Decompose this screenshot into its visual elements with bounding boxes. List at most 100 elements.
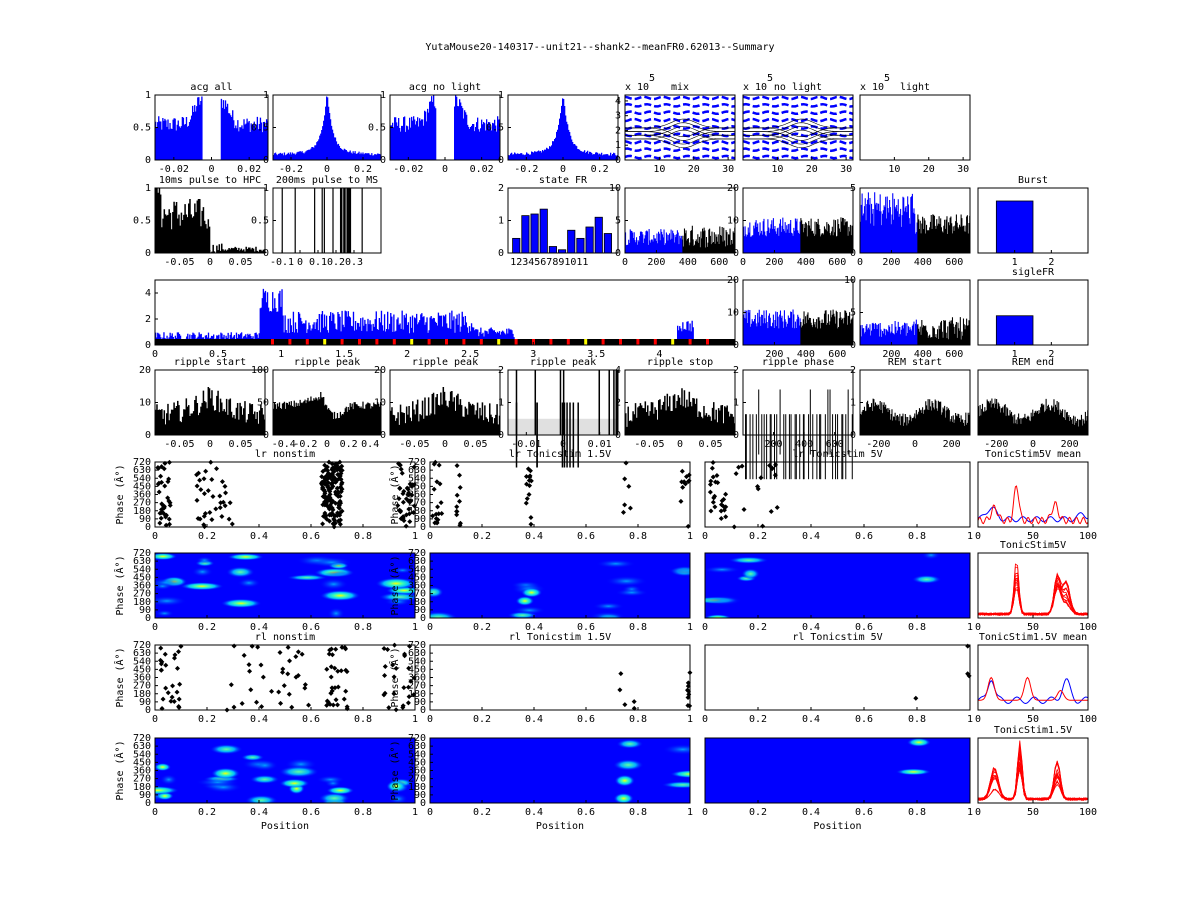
heatmap-blob [728, 556, 769, 564]
panel-title: sigleFR [1012, 267, 1055, 278]
y-tick-label: 2 [498, 365, 504, 376]
scatter-point [158, 667, 164, 673]
x-tick-label: 0.02 [470, 164, 494, 175]
axes-frame [429, 644, 691, 711]
y-tick-label: 1 [498, 216, 504, 227]
bar [281, 188, 283, 253]
y-axis-label: Phase (Â°) [388, 464, 401, 524]
y-tick-label: 0 [420, 798, 426, 809]
x-tick-label: 600 [945, 257, 963, 268]
state-marker [688, 339, 692, 345]
scatter-point [176, 649, 182, 655]
y-tick-label: 360 [408, 490, 426, 501]
x-tick-label: 200 [882, 349, 900, 360]
series-line [624, 117, 736, 123]
x-tick-label: 0.5 [209, 349, 227, 360]
bar [842, 414, 844, 480]
scatter-point [768, 508, 774, 514]
bar [608, 370, 610, 435]
scatter-point [205, 488, 211, 494]
series-line [624, 132, 736, 138]
x-tick-label: 200 [765, 257, 783, 268]
scatter-point [218, 500, 224, 506]
x-tick-label: 0 [702, 714, 708, 725]
bar-baseline [508, 418, 618, 435]
scatter-point [769, 465, 775, 471]
trial-line [977, 760, 1089, 801]
x-axis-label: Position [813, 821, 861, 832]
scatter-point [323, 513, 329, 519]
state-marker [392, 339, 396, 345]
x-tick-label: 0.4 [802, 531, 820, 542]
x-tick-label: 200 [943, 439, 961, 450]
bar [851, 414, 853, 480]
heatmap-blob [616, 739, 644, 749]
scatter-point [386, 705, 392, 711]
y-tick-label: 0 [420, 705, 426, 716]
bar [616, 370, 618, 435]
heatmap-blob [155, 582, 173, 590]
scatter-point [400, 703, 406, 709]
panel-lr_tonic15: 0 0.2 0.4 0.6 0.8 1090180270360450540630720lr… [388, 449, 693, 542]
y-tick-label: 0 [263, 155, 269, 166]
scatter-point [678, 498, 684, 504]
y-tick-label: 360 [408, 673, 426, 684]
panel-title: REM end [1012, 357, 1054, 368]
x-tick-label: 30 [840, 164, 852, 175]
state-bar [594, 216, 603, 254]
y-tick-label: 720 [408, 733, 426, 744]
scatter-point [341, 696, 347, 702]
x-tick-label: 600 [826, 439, 844, 450]
heatmap-blob [210, 767, 241, 780]
scatter-point [457, 472, 463, 478]
heatmap-blob [667, 567, 690, 575]
bar [827, 389, 829, 455]
y-tick-label: 0.5 [251, 216, 269, 227]
trial-line [977, 769, 1089, 801]
x-tick-label: 1 [687, 531, 693, 542]
x-tick-label: 1 [967, 622, 973, 633]
y-tick-label: 1 [145, 90, 151, 101]
y-tick-label: 0 [850, 430, 856, 441]
figure-title: YutaMouse20-140317--unit21--shank2--mean… [425, 42, 774, 53]
scatter-point [685, 523, 691, 529]
scatter-point [679, 468, 685, 474]
panel-title: mix [671, 82, 689, 93]
axes-frame [704, 737, 971, 804]
state-marker [653, 339, 657, 345]
bar [790, 414, 792, 480]
scatter-point [222, 483, 228, 489]
state-bar [603, 233, 612, 254]
x-tick-label: 0 [702, 531, 708, 542]
scatter-point [381, 692, 387, 698]
series-line [742, 132, 854, 138]
y-tick-label: 90 [139, 514, 151, 525]
scatter-point [618, 671, 624, 677]
heatmap-blob [278, 765, 319, 778]
scatter-point [194, 483, 200, 489]
x-tick-label: 0 [297, 257, 303, 268]
panel-title: TonicStim1.5V [994, 725, 1072, 736]
y-tick-label: 90 [139, 790, 151, 801]
x-tick-label: 1 [687, 807, 693, 818]
scatter-point [774, 504, 780, 510]
scatter-point [772, 472, 778, 478]
scatter-point [166, 516, 172, 522]
scatter-point [229, 521, 235, 527]
scatter-point [965, 671, 971, 677]
y-axis-label: Phase (Â°) [113, 464, 126, 524]
scatter-point [278, 700, 284, 706]
scatter-point [325, 468, 331, 474]
y-tick-label: 720 [408, 640, 426, 651]
y-tick-label: 10 [727, 216, 739, 227]
panel-ripple_stop: -0.05 0 0.05 0 2 4 ripple stop [615, 357, 736, 450]
x-tick-label: 0.8 [629, 531, 647, 542]
bar [824, 414, 826, 480]
scatter-point [913, 695, 919, 701]
x-tick-label: 400 [797, 257, 815, 268]
series-line [742, 125, 854, 130]
scatter-point [329, 685, 335, 691]
x-tick-label: 100 [1079, 714, 1097, 725]
scatter-point [334, 513, 340, 519]
y-tick-label: 360 [408, 581, 426, 592]
